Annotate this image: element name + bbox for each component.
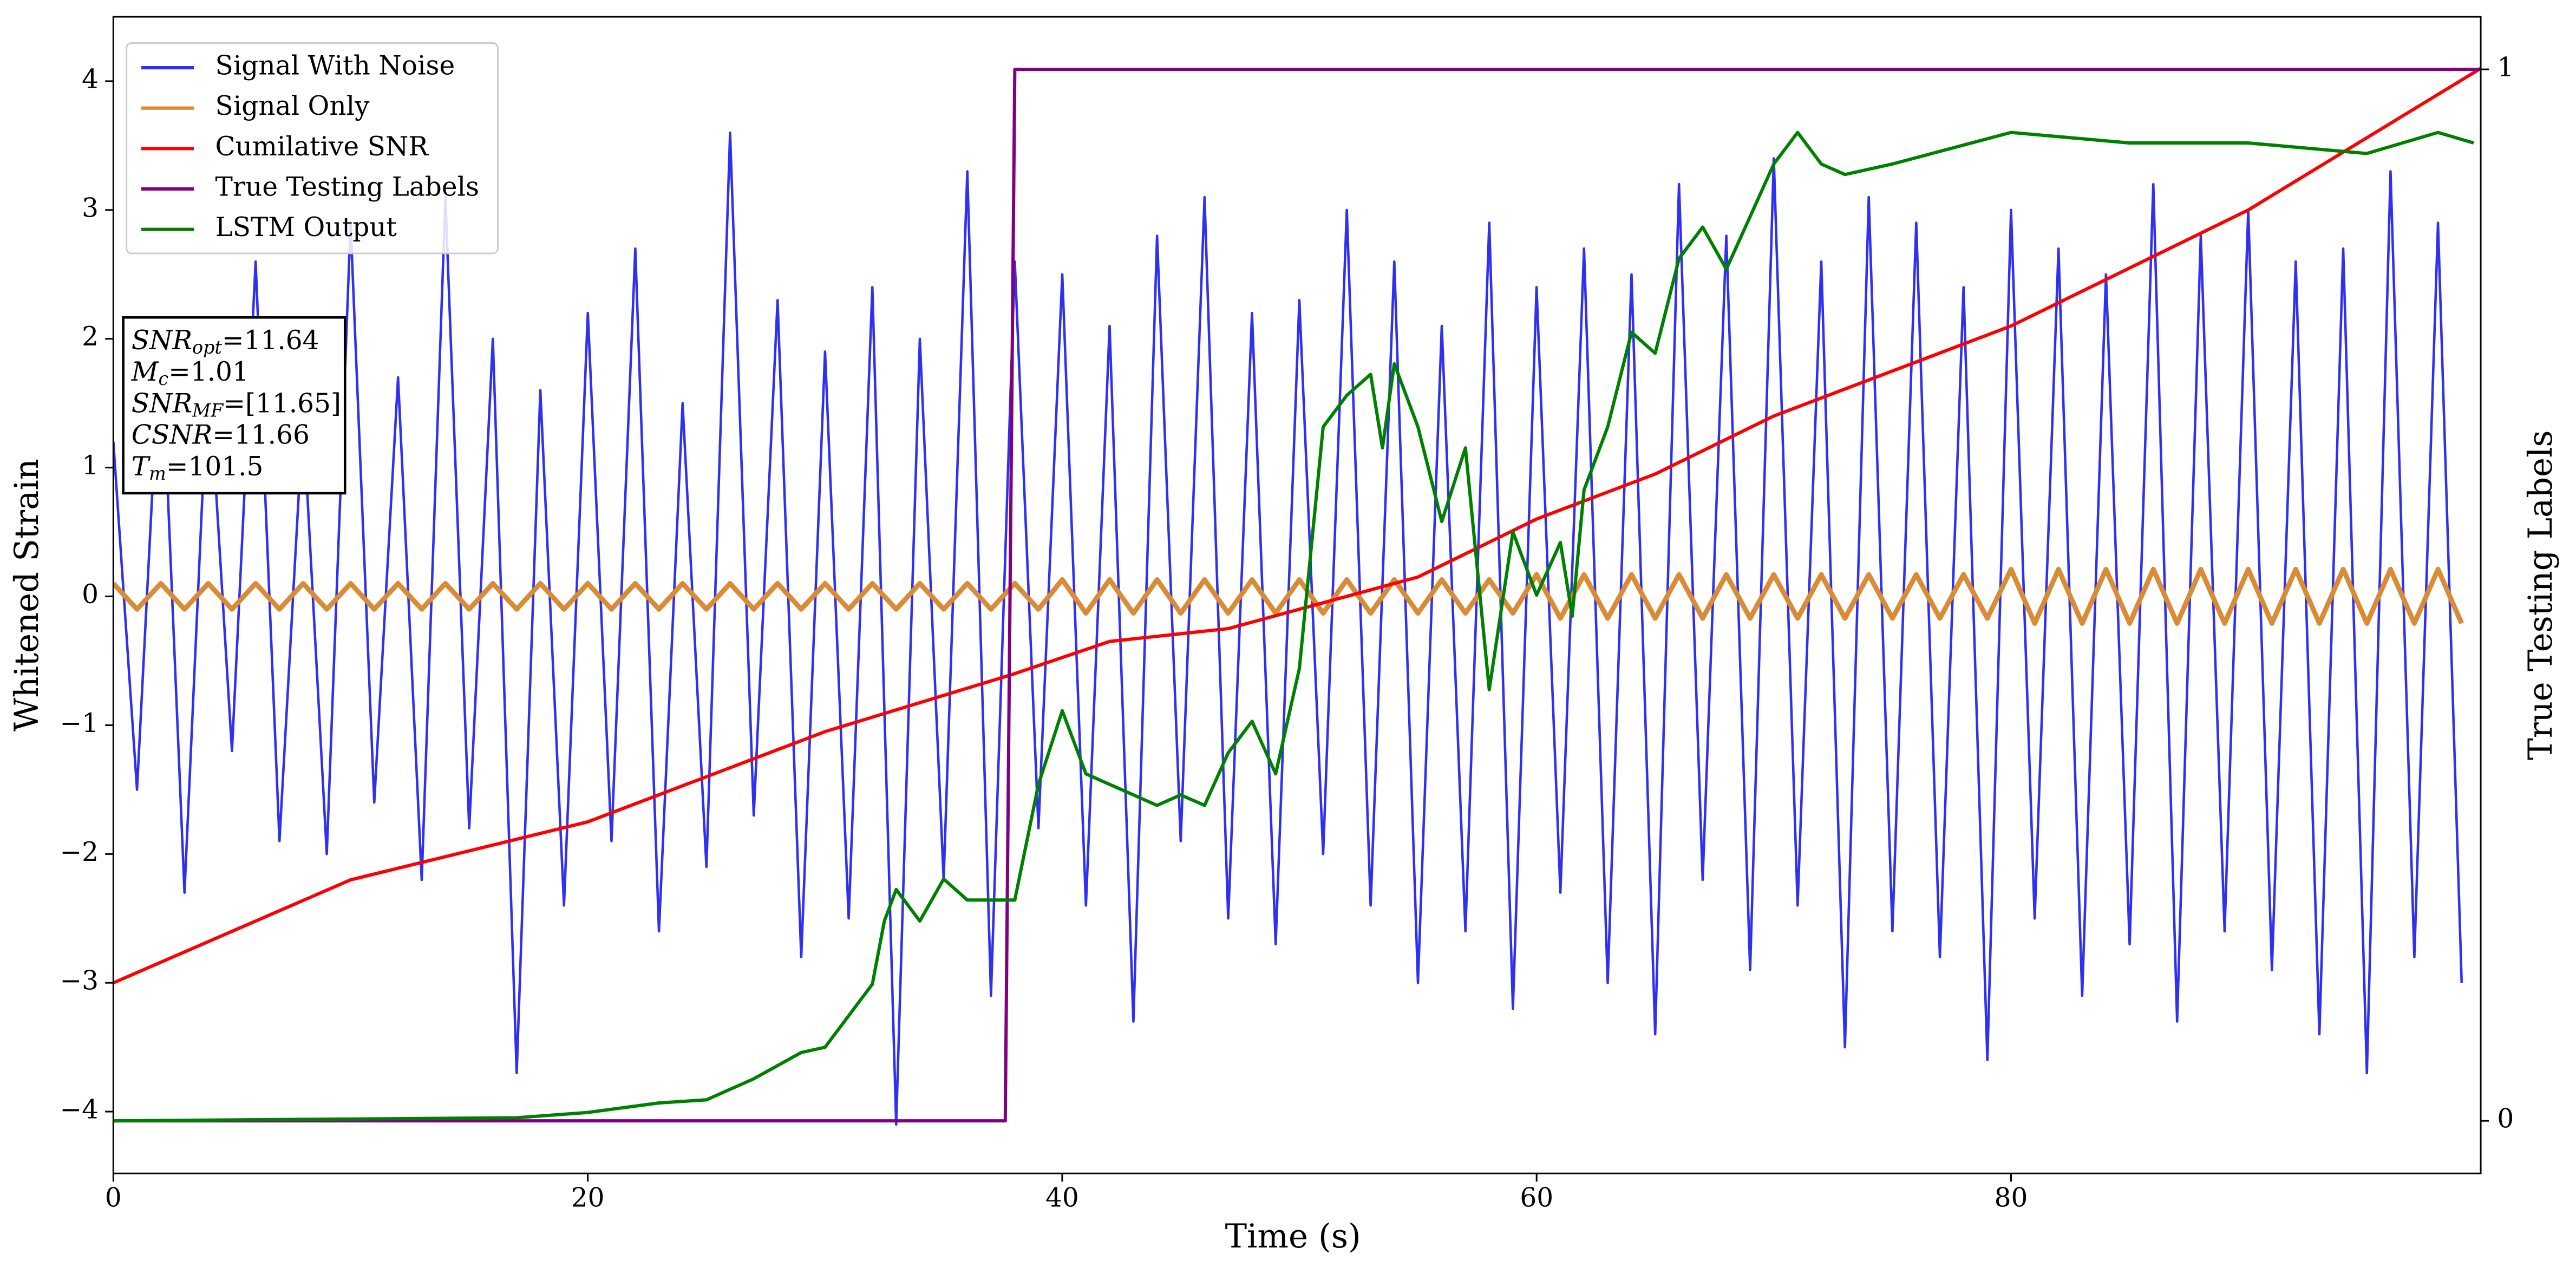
annotation-main: T	[132, 451, 151, 481]
annotation-sub: m	[149, 463, 166, 484]
annotation-main: SNR	[132, 388, 192, 419]
y2-tick-label: 0	[2497, 1104, 2514, 1134]
legend-label: Cumilative SNR	[215, 132, 429, 162]
legend-label: Signal Only	[215, 91, 370, 121]
y-tick-label: −2	[60, 837, 99, 867]
legend-box	[126, 42, 499, 254]
y-tick-label: −3	[60, 966, 99, 996]
x-tick-label: 60	[1520, 1182, 1553, 1213]
y-tick-label: −4	[60, 1095, 99, 1125]
y2-tick-label: 1	[2497, 53, 2514, 83]
y-label: Whitened Strain	[8, 459, 46, 731]
series-line	[113, 67, 2481, 985]
plot-frame	[112, 16, 2482, 1174]
annotation-main: CSNR	[132, 420, 212, 450]
legend-label: Signal With Noise	[215, 51, 455, 81]
y-tick-label: −1	[60, 708, 99, 739]
x-tick-label: 20	[571, 1182, 605, 1213]
annotation-box	[122, 316, 346, 495]
annotation-sub: opt	[192, 337, 222, 358]
annotation-rest: =11.64	[222, 325, 319, 355]
y-tick-label: 3	[82, 193, 99, 223]
annotation-line: SNRopt=11.64	[132, 325, 319, 358]
annotation-line: Mc=1.01	[131, 357, 249, 390]
y-tick-label: 4	[82, 64, 99, 94]
series-line	[113, 566, 2464, 626]
annotation-main: M	[131, 357, 159, 387]
y-tick-label: 0	[82, 579, 99, 610]
x-tick-label: 0	[105, 1182, 122, 1213]
y-tick-label: 1	[82, 450, 99, 481]
annotation-rest: =[11.65]	[223, 388, 341, 419]
legend: Signal With Noise Signal Only Cumilative S…	[126, 42, 499, 254]
annotation-sub: c	[158, 368, 168, 389]
annotation-line: SNRMF=[11.65]	[132, 388, 341, 421]
y-tick-label: 2	[82, 322, 99, 352]
annotation-sub: MF	[192, 400, 224, 421]
legend-label: LSTM Output	[215, 212, 397, 243]
series-line	[113, 130, 2474, 1123]
series-line	[113, 131, 2463, 1126]
annotation-line: Tm=101.5	[132, 451, 264, 484]
x-label: Time (s)	[1225, 1218, 1361, 1256]
y2-label: True Testing Labels	[2522, 430, 2560, 760]
annotation-rest: =1.01	[168, 357, 249, 387]
x-tick-label: 40	[1045, 1182, 1079, 1213]
annotation-rest: =101.5	[166, 451, 264, 481]
annotation-line: CSNR=11.66	[132, 420, 310, 450]
annotation-main: SNR	[132, 325, 192, 355]
legend-label: True Testing Labels	[215, 172, 480, 202]
x-tick-label: 80	[1995, 1182, 2028, 1213]
annotation-rest: =11.66	[212, 420, 310, 450]
series-line	[113, 68, 2481, 1123]
annotation: SNRopt=11.64Mc=1.01SNRMF=[11.65]CSNR=11.…	[122, 316, 346, 495]
